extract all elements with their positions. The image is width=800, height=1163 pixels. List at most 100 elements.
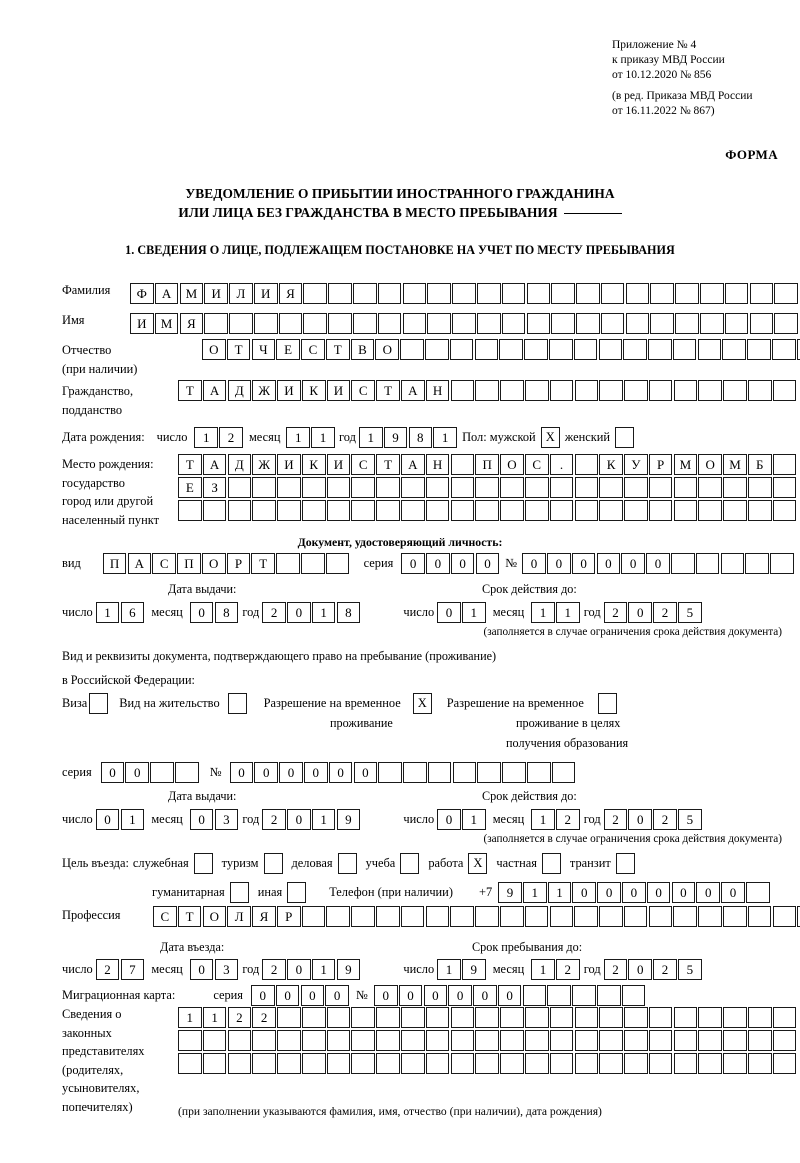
char-cell[interactable] [252, 500, 276, 522]
char-cell[interactable] [673, 1030, 698, 1052]
char-cell[interactable] [477, 762, 502, 783]
char-cell[interactable] [204, 313, 228, 334]
char-cell[interactable] [202, 1030, 227, 1052]
char-cell[interactable] [747, 380, 772, 401]
char-cell[interactable]: О [202, 906, 227, 927]
char-cell[interactable]: С [301, 339, 325, 360]
char-cell[interactable] [648, 477, 673, 499]
char-cell[interactable]: 8 [408, 427, 433, 448]
char-cell[interactable] [401, 1030, 425, 1052]
char-cell[interactable] [278, 313, 303, 334]
char-cell[interactable]: С [351, 454, 376, 475]
char-cell[interactable]: Д [227, 380, 252, 401]
char-cell[interactable]: 1 [531, 602, 555, 623]
char-cell[interactable] [648, 906, 673, 927]
char-cell[interactable]: 0 [287, 959, 311, 980]
char-cell[interactable] [624, 1030, 648, 1052]
char-cell[interactable] [747, 339, 771, 360]
char-cell[interactable]: 0 [596, 553, 621, 574]
char-cell[interactable] [574, 454, 599, 475]
char-cell[interactable] [500, 500, 524, 522]
char-cell[interactable] [772, 1030, 797, 1052]
char-cell[interactable]: Т [178, 454, 202, 475]
char-cell[interactable] [376, 477, 400, 499]
char-cell[interactable] [673, 380, 698, 401]
char-cell[interactable]: И [326, 454, 351, 475]
char-cell[interactable]: Т [376, 454, 400, 475]
char-cell[interactable]: 9 [383, 427, 408, 448]
char-cell[interactable] [650, 313, 674, 334]
char-cell[interactable] [276, 553, 300, 574]
char-cell[interactable]: 2 [555, 959, 580, 980]
edu-residence-checkbox[interactable] [597, 693, 617, 714]
purpose-option-checkbox[interactable] [287, 882, 307, 903]
char-cell[interactable] [772, 1007, 797, 1028]
char-cell[interactable] [576, 313, 600, 334]
char-cell[interactable]: И [204, 283, 228, 304]
char-cell[interactable] [527, 762, 551, 783]
char-cell[interactable] [301, 906, 326, 927]
char-cell[interactable]: 8 [214, 602, 239, 623]
char-cell[interactable] [722, 339, 746, 360]
char-cell[interactable] [301, 1053, 326, 1075]
char-cell[interactable] [452, 762, 477, 783]
char-cell[interactable]: 0 [189, 602, 214, 623]
char-cell[interactable] [277, 1030, 301, 1052]
char-cell[interactable] [624, 380, 648, 401]
char-cell[interactable] [599, 380, 623, 401]
char-cell[interactable] [277, 1007, 301, 1028]
char-cell[interactable] [227, 1030, 252, 1052]
char-cell[interactable] [648, 500, 673, 522]
char-cell[interactable] [698, 477, 722, 499]
char-cell[interactable]: 5 [678, 602, 702, 623]
char-cell[interactable]: И [277, 380, 301, 401]
char-cell[interactable]: 2 [653, 602, 677, 623]
char-cell[interactable] [252, 1053, 276, 1075]
char-cell[interactable] [450, 500, 475, 522]
char-cell[interactable]: 0 [475, 553, 500, 574]
char-cell[interactable] [596, 985, 621, 1006]
char-cell[interactable]: 0 [95, 809, 120, 830]
char-cell[interactable] [401, 1007, 425, 1028]
purpose-option-checkbox[interactable] [229, 882, 249, 903]
char-cell[interactable] [403, 762, 427, 783]
char-cell[interactable]: 2 [262, 602, 286, 623]
char-cell[interactable] [524, 500, 549, 522]
char-cell[interactable] [475, 1053, 499, 1075]
char-cell[interactable]: 0 [437, 809, 461, 830]
char-cell[interactable]: 1 [437, 959, 461, 980]
char-cell[interactable] [227, 500, 252, 522]
char-cell[interactable]: 9 [336, 959, 361, 980]
char-cell[interactable]: С [152, 553, 176, 574]
char-cell[interactable]: Ч [251, 339, 276, 360]
rep-row-3[interactable] [178, 1053, 798, 1075]
char-cell[interactable]: Е [178, 477, 202, 499]
char-cell[interactable] [697, 339, 722, 360]
char-cell[interactable] [301, 500, 326, 522]
char-cell[interactable]: . [549, 454, 574, 475]
char-cell[interactable] [474, 339, 499, 360]
char-cell[interactable]: 0 [522, 553, 546, 574]
char-cell[interactable] [326, 1007, 351, 1028]
char-cell[interactable] [796, 339, 800, 360]
char-cell[interactable] [351, 1053, 376, 1075]
char-cell[interactable] [574, 1007, 599, 1028]
char-cell[interactable]: 1 [531, 959, 555, 980]
char-cell[interactable] [325, 553, 350, 574]
char-cell[interactable] [648, 380, 673, 401]
char-cell[interactable]: 0 [328, 762, 353, 783]
char-cell[interactable]: 0 [287, 809, 311, 830]
char-cell[interactable]: 1 [311, 809, 336, 830]
char-cell[interactable]: 0 [100, 762, 125, 783]
char-cell[interactable]: Р [648, 454, 673, 475]
